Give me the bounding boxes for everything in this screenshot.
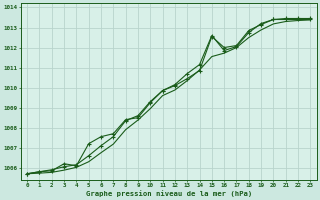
- X-axis label: Graphe pression niveau de la mer (hPa): Graphe pression niveau de la mer (hPa): [86, 190, 252, 197]
